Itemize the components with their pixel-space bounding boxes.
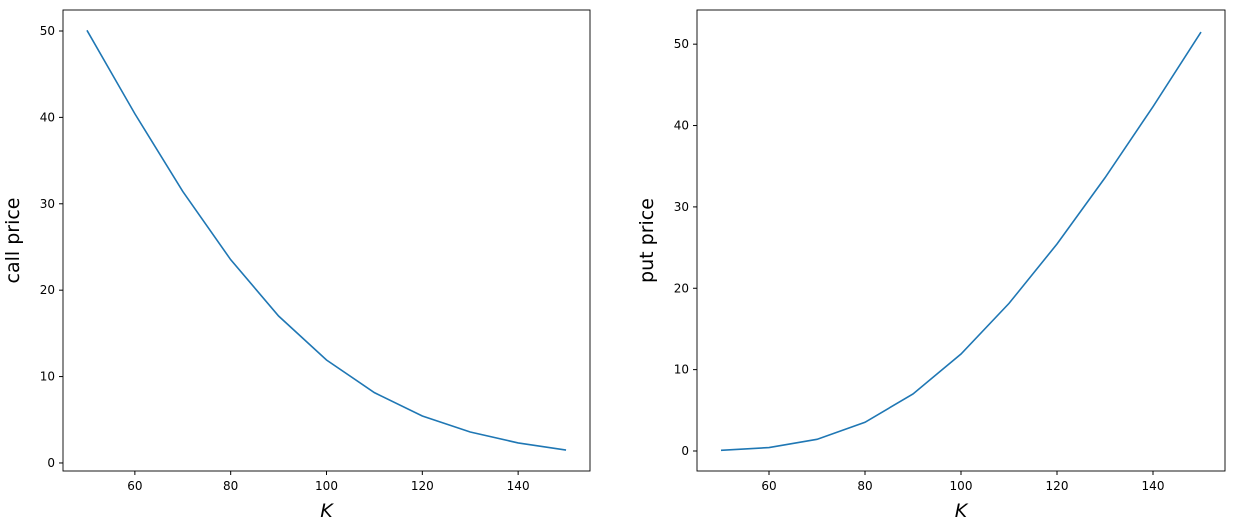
y-tick-label: 30 xyxy=(40,197,55,211)
line xyxy=(720,31,1202,452)
y-axis-label: call price xyxy=(2,198,24,284)
y-tick-label: 30 xyxy=(674,200,689,214)
x-axis-label: K xyxy=(955,500,969,522)
x-tick-label: 140 xyxy=(507,479,530,493)
y-axis-label: put price xyxy=(636,198,658,283)
axes-frame xyxy=(62,9,591,472)
x-tick-label: 100 xyxy=(950,479,973,493)
x-tick-label: 60 xyxy=(761,479,776,493)
y-tick-label: 10 xyxy=(40,370,55,384)
x-axis-label: K xyxy=(320,500,334,522)
y-tick-label: 50 xyxy=(674,37,689,51)
x-tick-label: 60 xyxy=(127,479,142,493)
line xyxy=(86,29,567,451)
y-tick-label: 20 xyxy=(40,283,55,297)
x-tick-label: 140 xyxy=(1142,479,1165,493)
y-tick-label: 40 xyxy=(40,110,55,124)
x-tick-label: 80 xyxy=(857,479,872,493)
y-tick-label: 10 xyxy=(674,363,689,377)
y-tick-label: 20 xyxy=(674,281,689,295)
x-tick-label: 100 xyxy=(315,479,338,493)
y-tick-label: 50 xyxy=(40,24,55,38)
y-tick-label: 40 xyxy=(674,119,689,133)
axes-frame xyxy=(696,9,1226,472)
x-tick-label: 80 xyxy=(223,479,238,493)
y-tick-label: 0 xyxy=(681,444,689,458)
x-tick-label: 120 xyxy=(411,479,434,493)
y-tick-label: 0 xyxy=(47,456,55,470)
x-tick-label: 120 xyxy=(1046,479,1069,493)
